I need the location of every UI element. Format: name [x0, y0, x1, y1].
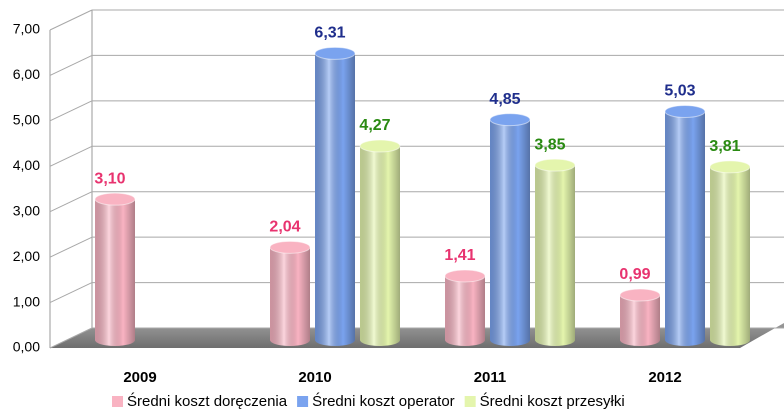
- value-label: 5,03: [664, 83, 695, 100]
- y-tick-label: 6,00: [13, 66, 40, 82]
- legend-label: Średni koszt doręczenia: [127, 392, 288, 410]
- bar-shade: [95, 199, 135, 340]
- bar-top: [619, 288, 661, 302]
- side-grid-line: [49, 191, 93, 213]
- value-label: 6,31: [314, 25, 345, 42]
- x-tick-label: 2012: [648, 369, 681, 386]
- legend-swatch: [464, 396, 476, 407]
- bar-shade: [490, 119, 530, 341]
- bar-top: [444, 269, 486, 283]
- legend-label: Średni koszt przesyłki: [480, 392, 625, 410]
- value-label: 3,81: [709, 138, 740, 155]
- y-tick-label: 4,00: [13, 157, 40, 173]
- side-grid-line: [49, 9, 93, 31]
- legend-swatch: [297, 396, 309, 407]
- y-tick-label: 2,00: [13, 248, 40, 264]
- value-label: 0,99: [619, 266, 650, 283]
- y-tick-label: 0,00: [13, 339, 40, 355]
- floor: [50, 323, 784, 348]
- bar-shade: [445, 275, 485, 340]
- value-label: 3,85: [534, 136, 565, 153]
- bar-top: [534, 158, 576, 172]
- legend-swatch: [112, 396, 123, 407]
- x-tick-label: 2011: [474, 369, 507, 386]
- value-label: 3,10: [94, 170, 125, 187]
- side-grid-line: [49, 100, 93, 122]
- side-grid-line: [49, 54, 93, 76]
- side-grid-line: [49, 282, 93, 304]
- side-grid-line: [49, 327, 93, 349]
- bar-top: [269, 240, 311, 254]
- bar-shade: [620, 295, 660, 340]
- y-tick-label: 7,00: [13, 21, 40, 37]
- bar-top: [664, 104, 706, 118]
- bar-shade: [710, 166, 750, 340]
- legend-label: Średni koszt operator: [312, 392, 455, 410]
- bar-shade: [360, 146, 400, 340]
- bar-shade: [270, 247, 310, 340]
- y-tick-label: 5,00: [13, 112, 40, 128]
- bar-top: [489, 113, 531, 127]
- side-grid-line: [49, 236, 93, 258]
- x-tick-label: 2010: [298, 369, 331, 386]
- x-tick-label: 2009: [123, 369, 156, 386]
- bar-top: [314, 46, 356, 60]
- bar-top: [94, 192, 136, 206]
- value-label: 4,85: [489, 91, 520, 108]
- bar-shade: [315, 53, 355, 341]
- value-label: 4,27: [359, 117, 390, 134]
- y-tick-label: 3,00: [13, 202, 40, 218]
- bar-top: [359, 139, 401, 153]
- value-label: 1,41: [444, 247, 475, 264]
- y-tick-label: 1,00: [13, 293, 40, 309]
- bar-shade: [665, 111, 705, 340]
- value-label: 2,04: [269, 219, 300, 236]
- side-grid-line: [49, 145, 93, 167]
- bar-shade: [535, 165, 575, 340]
- bar-top: [709, 160, 751, 174]
